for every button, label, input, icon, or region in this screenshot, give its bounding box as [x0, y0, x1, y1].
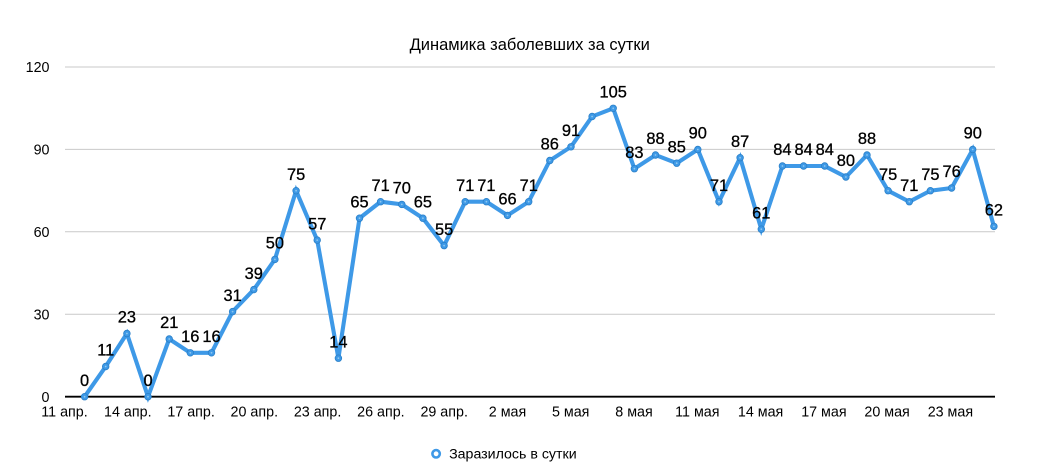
svg-text:16: 16 [181, 328, 199, 346]
svg-text:57: 57 [308, 215, 326, 233]
svg-text:26 апр.: 26 апр. [357, 404, 405, 420]
svg-text:83: 83 [625, 144, 643, 162]
svg-text:88: 88 [858, 130, 876, 148]
svg-text:11 мая: 11 мая [675, 404, 719, 420]
svg-text:11: 11 [97, 342, 114, 360]
svg-text:71: 71 [520, 177, 538, 195]
svg-text:31: 31 [223, 287, 241, 305]
svg-text:91: 91 [562, 122, 580, 140]
svg-text:86: 86 [541, 136, 559, 154]
svg-text:21: 21 [160, 314, 178, 332]
svg-text:85: 85 [668, 138, 686, 156]
svg-text:70: 70 [393, 180, 411, 198]
svg-text:87: 87 [731, 133, 749, 151]
svg-text:66: 66 [498, 191, 516, 209]
svg-text:84: 84 [794, 141, 812, 159]
svg-text:16: 16 [202, 328, 220, 346]
svg-text:14 мая: 14 мая [738, 404, 783, 420]
svg-text:29 апр.: 29 апр. [420, 404, 468, 420]
svg-text:71: 71 [456, 177, 474, 195]
svg-text:61: 61 [752, 204, 770, 222]
svg-text:84: 84 [816, 141, 834, 159]
svg-text:71: 71 [371, 177, 389, 195]
svg-text:5 мая: 5 мая [552, 404, 589, 420]
svg-text:39: 39 [245, 265, 263, 283]
svg-text:76: 76 [942, 163, 960, 181]
svg-text:80: 80 [837, 152, 855, 170]
svg-text:11 апр.: 11 апр. [41, 404, 87, 420]
svg-text:Динамика заболевших за сутки: Динамика заболевших за сутки [410, 36, 650, 54]
svg-text:62: 62 [985, 202, 1003, 220]
svg-text:71: 71 [710, 177, 728, 195]
svg-text:17 мая: 17 мая [801, 404, 846, 420]
svg-text:88: 88 [646, 130, 664, 148]
svg-text:14: 14 [329, 333, 347, 351]
svg-text:75: 75 [879, 166, 897, 184]
svg-text:0: 0 [143, 372, 152, 390]
svg-text:23 апр.: 23 апр. [294, 404, 342, 420]
svg-text:17 апр.: 17 апр. [167, 404, 215, 420]
svg-text:23 мая: 23 мая [928, 404, 973, 420]
svg-text:0: 0 [80, 372, 89, 390]
svg-text:71: 71 [900, 177, 918, 195]
svg-text:90: 90 [34, 143, 50, 159]
svg-text:20 мая: 20 мая [864, 404, 909, 420]
svg-text:90: 90 [689, 125, 707, 143]
svg-text:71: 71 [477, 177, 495, 195]
svg-text:75: 75 [921, 166, 939, 184]
svg-text:84: 84 [773, 141, 791, 159]
svg-text:0: 0 [42, 390, 50, 406]
svg-text:30: 30 [34, 307, 50, 323]
svg-text:8 мая: 8 мая [615, 404, 652, 420]
svg-text:65: 65 [414, 193, 432, 211]
svg-text:50: 50 [266, 235, 284, 253]
svg-text:55: 55 [435, 221, 453, 239]
svg-text:2 мая: 2 мая [489, 404, 526, 420]
svg-text:65: 65 [350, 193, 368, 211]
svg-text:23: 23 [118, 309, 136, 327]
svg-text:60: 60 [34, 225, 50, 241]
svg-text:105: 105 [600, 84, 627, 102]
svg-text:120: 120 [26, 60, 50, 76]
svg-text:90: 90 [964, 125, 982, 143]
svg-text:75: 75 [287, 166, 305, 184]
svg-text:Заразилось в сутки: Заразилось в сутки [449, 446, 577, 462]
svg-text:14 апр.: 14 апр. [104, 404, 152, 420]
svg-text:20 апр.: 20 апр. [231, 404, 279, 420]
